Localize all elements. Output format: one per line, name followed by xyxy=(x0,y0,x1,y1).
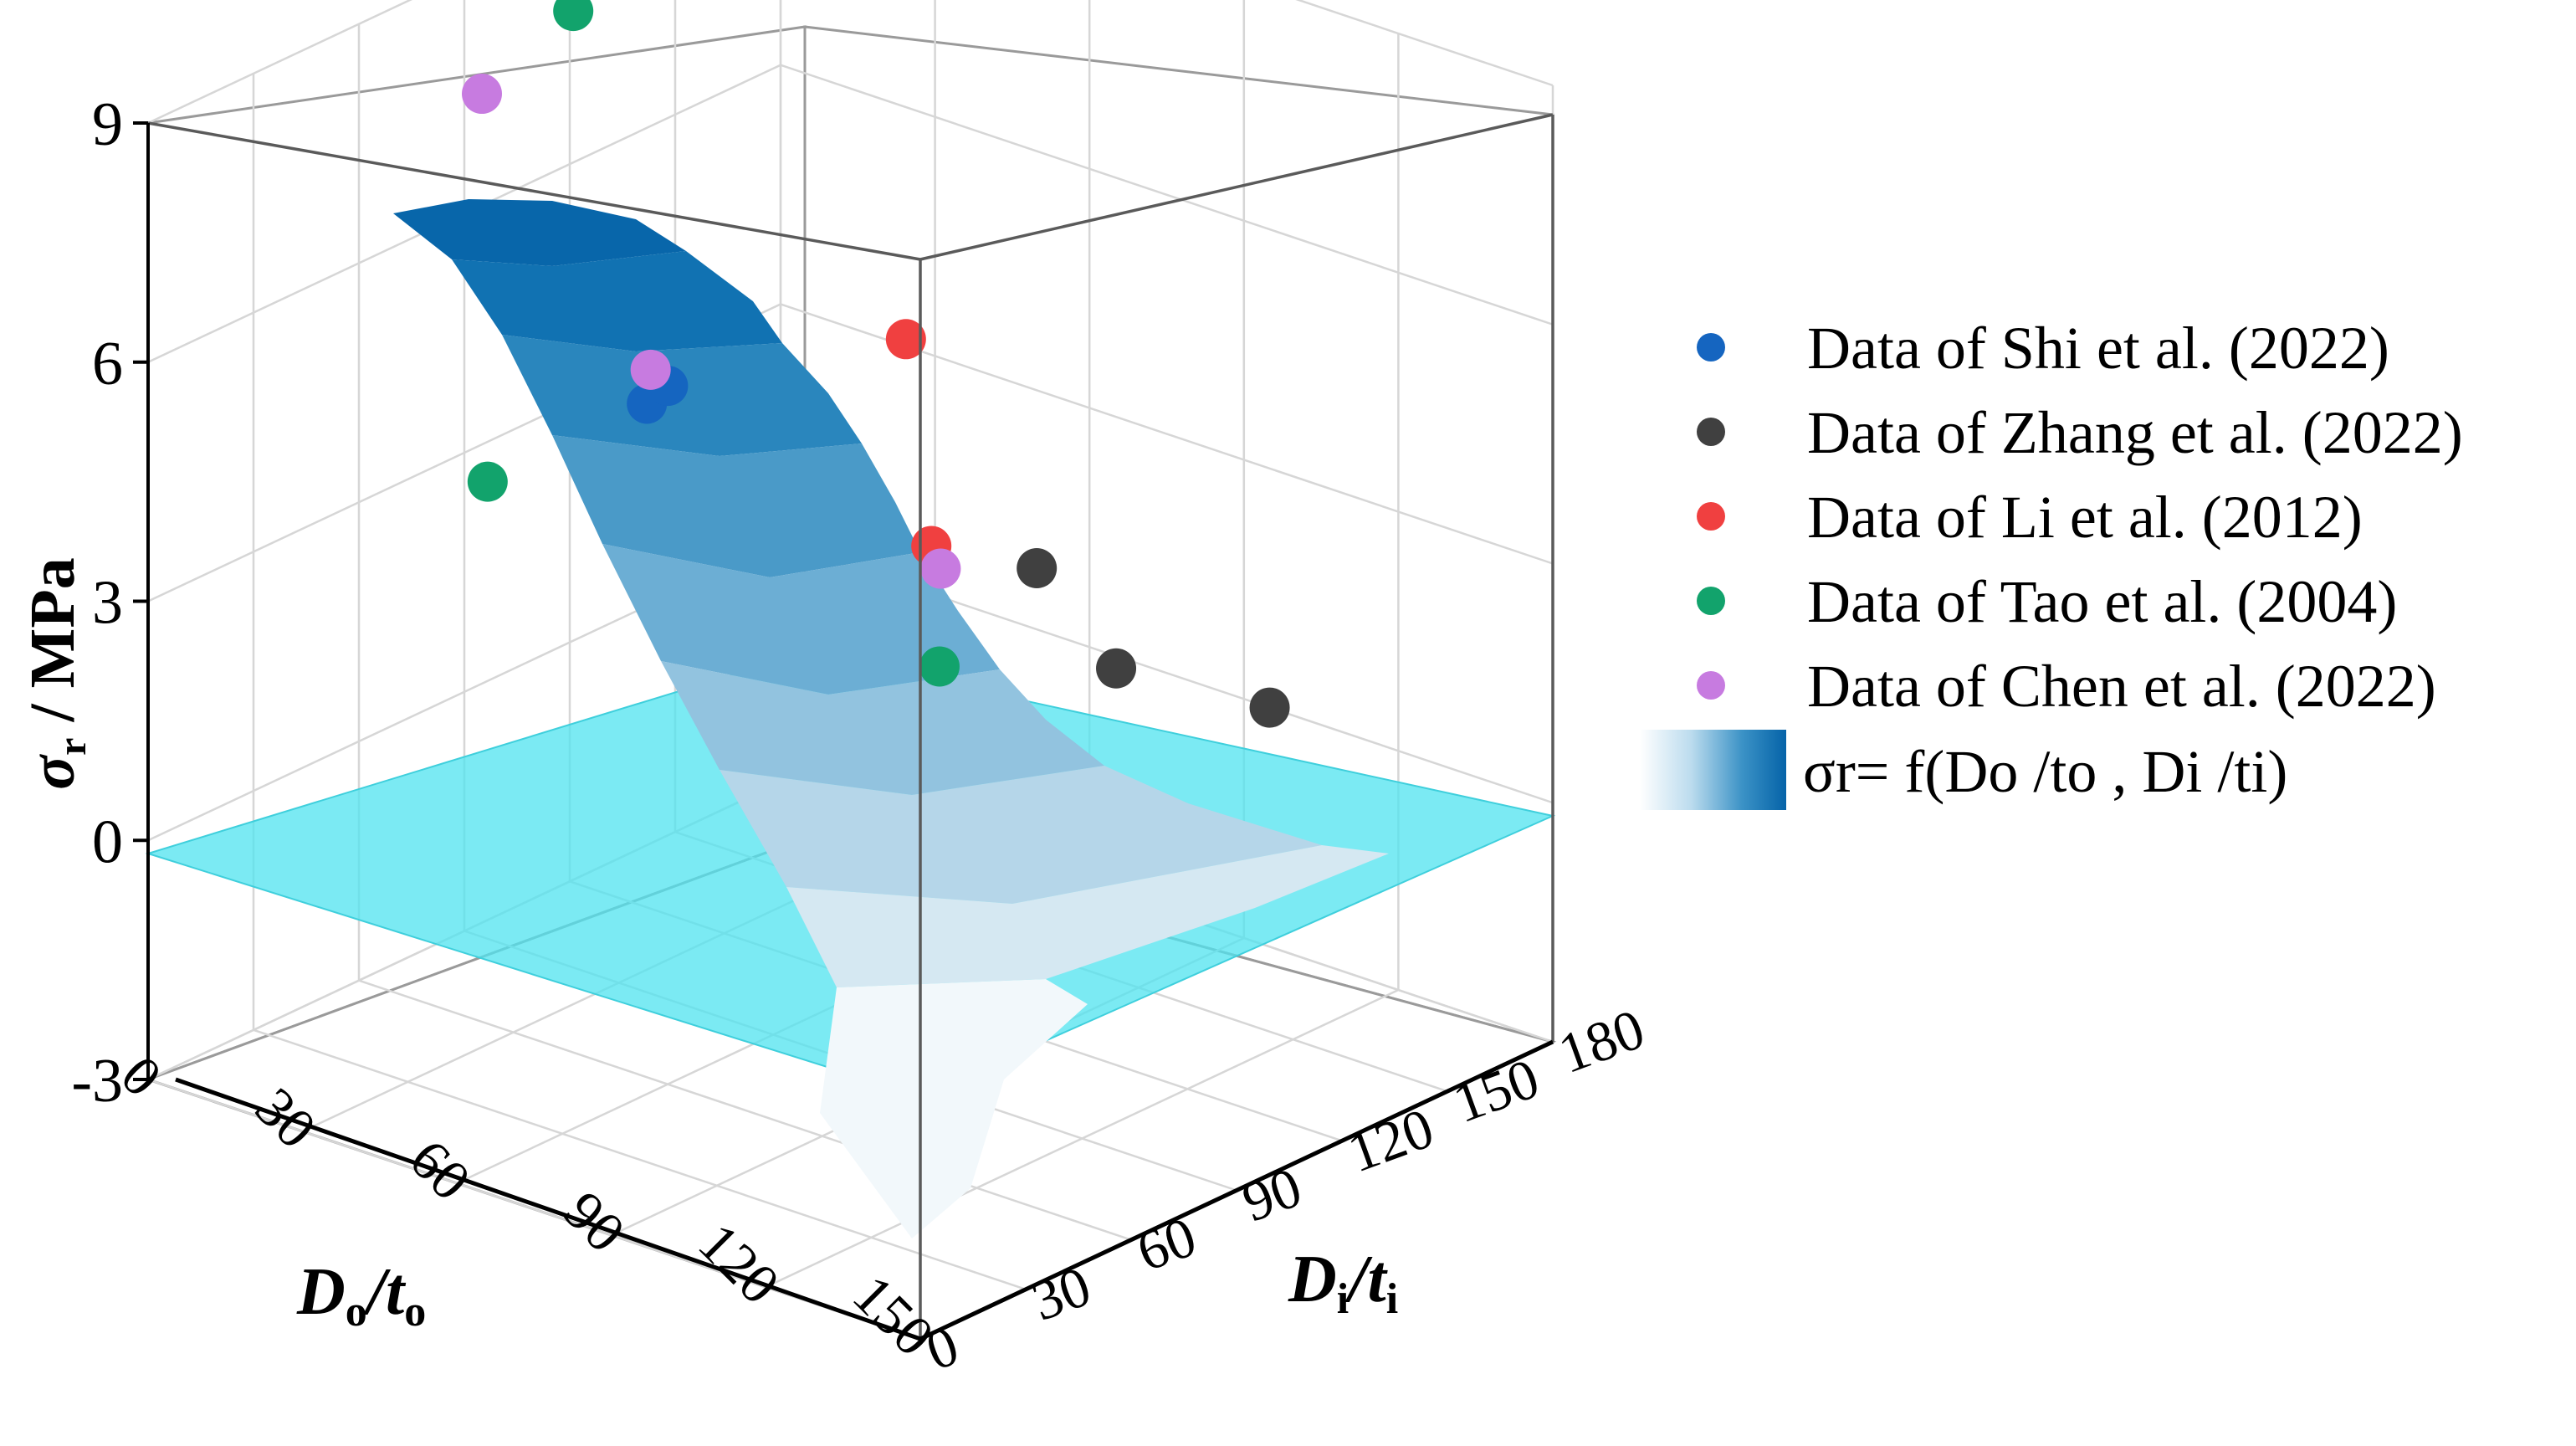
grid-floor-y-2 xyxy=(358,979,1132,1241)
y-axis-title: Di/ti xyxy=(1288,1243,1398,1323)
legend-marker-1 xyxy=(1697,418,1725,446)
data-point-3-2 xyxy=(919,646,960,687)
legend-marker-2 xyxy=(1697,502,1725,531)
grid-z-4 xyxy=(147,0,1554,125)
surface-band-5 xyxy=(661,661,1104,795)
grid-floor-y-1 xyxy=(253,1028,1027,1291)
top-front-right-edge xyxy=(919,113,1554,261)
data-point-4-1 xyxy=(630,349,671,390)
surface-band-1 xyxy=(452,251,782,351)
data-point-1-1 xyxy=(1096,648,1137,689)
grid-z-3 xyxy=(147,64,1554,363)
data-point-3-1 xyxy=(467,461,508,502)
legend-label-2: Data of Li et al. (2012) xyxy=(1807,484,2363,551)
legend-surface-label: σr= f(Do /to , Di /ti) xyxy=(1803,738,2287,805)
y-axis-line xyxy=(919,1039,1554,1341)
surface-band-4 xyxy=(602,544,1000,695)
legend-label-0: Data of Shi et al. (2022) xyxy=(1807,315,2389,382)
legend-marker-0 xyxy=(1697,333,1725,362)
surface-band-0 xyxy=(393,199,686,266)
z-tick-label-1: 6 xyxy=(92,330,123,398)
data-point-4-2 xyxy=(920,548,961,589)
top-front-left-edge xyxy=(147,121,921,261)
legend-label-4: Data of Chen et al. (2022) xyxy=(1807,653,2436,720)
data-point-1-0 xyxy=(1017,548,1058,589)
x-axis-line xyxy=(175,1077,921,1341)
legend: Data of Shi et al. (2022) Data of Zhang e… xyxy=(1640,315,2463,810)
surface-band-6 xyxy=(720,766,1322,904)
legend-colorbar xyxy=(1640,730,1786,810)
surface-band-7 xyxy=(786,845,1389,987)
y-tick-label-0: 0 xyxy=(918,1313,966,1382)
z-tick-label-3: 0 xyxy=(92,808,123,876)
y-tick-label-6: 180 xyxy=(1550,997,1652,1085)
data-point-3-0 xyxy=(553,0,594,32)
legend-marker-4 xyxy=(1697,671,1725,700)
z-tick-label-2: 3 xyxy=(92,569,123,638)
grid-z-2 xyxy=(147,303,1554,602)
data-point-4-0 xyxy=(462,74,502,115)
x-axis-title: Do/to xyxy=(296,1255,426,1336)
data-point-2-0 xyxy=(885,319,926,360)
fitted-surface xyxy=(393,199,1389,1238)
data-point-1-2 xyxy=(1249,687,1290,728)
z-axis-ticks: 9 6 3 0 -3 xyxy=(71,90,148,1115)
legend-label-3: Data of Tao et al. (2004) xyxy=(1807,568,2397,635)
legend-marker-3 xyxy=(1697,587,1725,615)
z-tick-label-0: 9 xyxy=(92,90,123,159)
surface-band-8 xyxy=(820,979,1088,1238)
z-axis-title: σr / MPa xyxy=(18,557,95,790)
legend-label-1: Data of Zhang et al. (2022) xyxy=(1807,399,2463,466)
z-tick-label-4: -3 xyxy=(71,1047,123,1115)
surface-band-3 xyxy=(552,435,920,577)
